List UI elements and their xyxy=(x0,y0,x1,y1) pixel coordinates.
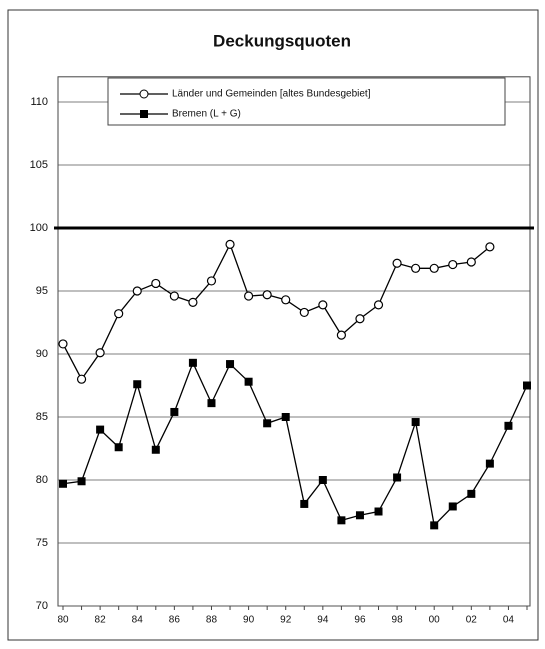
point xyxy=(504,421,513,430)
point xyxy=(523,381,531,390)
x-tick-label: 04 xyxy=(503,615,515,626)
point xyxy=(318,300,328,310)
point xyxy=(169,291,179,301)
x-tick-label: 92 xyxy=(280,615,292,626)
point xyxy=(299,307,309,318)
point xyxy=(373,300,384,310)
series-line xyxy=(62,361,528,527)
legend-marker xyxy=(139,89,149,99)
point xyxy=(485,459,494,468)
y-tick-label: 95 xyxy=(36,285,48,297)
y-tick-label: 75 xyxy=(36,537,48,549)
y-tick-label: 105 xyxy=(30,159,48,171)
point xyxy=(225,239,235,249)
x-tick-label: 90 xyxy=(243,615,255,626)
point xyxy=(467,489,476,498)
x-tick-label: 02 xyxy=(466,615,478,626)
point xyxy=(336,330,346,340)
x-tick-label: 86 xyxy=(169,615,181,626)
point xyxy=(206,276,217,286)
point xyxy=(448,259,458,270)
point xyxy=(226,360,235,369)
point xyxy=(355,314,365,324)
point xyxy=(411,263,421,273)
point xyxy=(95,348,105,358)
legend-label: Länder und Gemeinden [altes Bundesgebiet… xyxy=(172,89,371,100)
point xyxy=(392,258,402,268)
point xyxy=(429,263,439,273)
point xyxy=(337,516,346,525)
point xyxy=(281,295,291,305)
y-tick-label: 110 xyxy=(30,96,48,108)
x-tick-label: 96 xyxy=(354,615,366,626)
point xyxy=(244,377,253,386)
x-tick-label: 84 xyxy=(132,615,144,626)
x-tick-label: 80 xyxy=(57,615,69,626)
chart-title: Deckungsquoten xyxy=(213,31,351,50)
point xyxy=(207,399,216,408)
point xyxy=(170,407,179,416)
x-tick-label: 82 xyxy=(95,615,107,626)
point xyxy=(151,445,160,454)
legend-marker xyxy=(140,110,148,118)
series-line xyxy=(62,242,491,381)
point xyxy=(132,286,142,296)
x-tick-label: 94 xyxy=(317,615,329,626)
plot-area xyxy=(57,76,531,607)
point xyxy=(262,290,272,300)
point xyxy=(151,278,161,289)
point xyxy=(448,502,457,511)
y-tick-label: 100 xyxy=(30,222,48,234)
point xyxy=(114,443,123,452)
point xyxy=(485,242,495,252)
point xyxy=(411,418,420,427)
legend-label: Bremen (L + G) xyxy=(172,109,241,120)
point xyxy=(393,473,402,482)
point xyxy=(96,425,105,434)
point xyxy=(300,499,309,508)
point xyxy=(188,297,198,307)
point xyxy=(59,479,67,488)
point xyxy=(355,511,364,520)
frame xyxy=(7,9,539,641)
point xyxy=(133,380,142,389)
point xyxy=(114,309,124,319)
point xyxy=(430,521,439,530)
y-tick-label: 90 xyxy=(36,348,48,360)
point xyxy=(318,476,327,484)
point xyxy=(188,358,197,367)
point xyxy=(244,291,254,301)
legend xyxy=(107,77,506,126)
y-tick-label: 85 xyxy=(36,411,48,423)
point xyxy=(263,419,272,428)
point xyxy=(374,507,383,516)
point xyxy=(77,477,86,486)
point xyxy=(281,413,290,421)
x-tick-label: 88 xyxy=(206,615,218,626)
x-tick-label: 00 xyxy=(429,615,441,626)
point xyxy=(58,339,68,349)
point xyxy=(76,374,87,384)
y-tick-label: 70 xyxy=(36,600,48,612)
x-tick-label: 98 xyxy=(392,615,404,626)
y-tick-label: 80 xyxy=(36,474,48,486)
point xyxy=(466,257,476,267)
